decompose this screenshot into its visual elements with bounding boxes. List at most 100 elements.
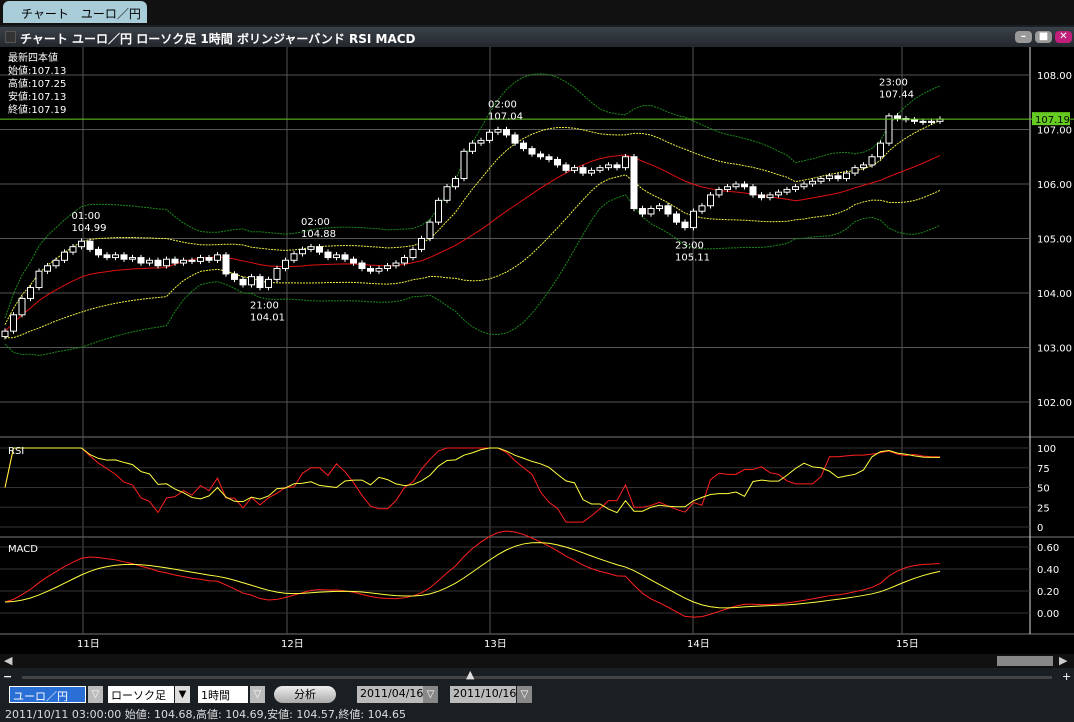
- pair-select[interactable]: ユーロ／円: [9, 686, 86, 703]
- zoom-out-icon[interactable]: −: [3, 670, 13, 683]
- candle-body: [443, 186, 451, 201]
- macd-tick-label: 0.40: [1037, 565, 1059, 576]
- candle-body: [367, 267, 374, 272]
- pair-dropdown-icon[interactable]: ▽: [88, 686, 103, 703]
- rsi-tick-label: 50: [1037, 484, 1050, 495]
- rsi-slow-line: [4, 447, 941, 514]
- price-tick-label: 103.00: [1037, 344, 1072, 355]
- candle-body: [928, 120, 935, 123]
- to-date-dropdown-icon[interactable]: ▽: [517, 686, 532, 703]
- horizontal-scrollbar[interactable]: ◀ ▶: [0, 654, 1074, 668]
- ohlc-low: 安値:107.13: [8, 90, 66, 103]
- candle-body: [630, 156, 638, 210]
- candle-body: [146, 259, 153, 264]
- candle-body: [486, 131, 493, 141]
- current-price-label: 107.19: [1035, 115, 1070, 126]
- annotation-price: 107.04: [488, 111, 523, 122]
- from-date-select[interactable]: 2011/04/16: [357, 686, 423, 703]
- bb-lower-1-line: [5, 174, 941, 339]
- tab-bar: チャート ユーロ／円: [0, 0, 1074, 25]
- candle-body: [528, 148, 536, 155]
- scrollbar-thumb[interactable]: [997, 656, 1053, 666]
- scroll-right-icon[interactable]: ▶: [1059, 654, 1068, 667]
- zoom-slider[interactable]: − ▲ +: [0, 668, 1074, 684]
- price-tick-label: 104.00: [1037, 289, 1072, 300]
- chart-background: [0, 47, 1074, 654]
- annotation-price: 107.44: [879, 90, 914, 101]
- candle-body: [435, 199, 442, 223]
- ohlc-high: 高値:107.25: [8, 77, 66, 90]
- candle-body: [877, 142, 884, 158]
- candle-body: [61, 251, 68, 261]
- x-tick-label: 11日: [77, 639, 100, 650]
- price-tick-label: 106.00: [1037, 180, 1072, 191]
- candle-body: [894, 115, 901, 120]
- analyze-button[interactable]: 分析: [274, 686, 336, 703]
- candle-body: [792, 186, 799, 190]
- candle-body: [562, 164, 570, 171]
- slider-handle[interactable]: ▲: [466, 668, 475, 681]
- x-tick-label: 15日: [896, 639, 919, 650]
- candle-body: [341, 254, 349, 260]
- annotation-time: 23:00: [675, 241, 704, 252]
- candle-body: [460, 150, 468, 180]
- candle-body: [885, 115, 893, 144]
- candle-body: [571, 167, 578, 171]
- rsi-tick-label: 100: [1037, 444, 1056, 455]
- slider-track: [22, 676, 1052, 679]
- maximize-icon[interactable]: ■: [1035, 31, 1052, 43]
- annotation-time: 01:00: [72, 211, 101, 222]
- chart-type-dropdown-icon[interactable]: ▼: [175, 686, 190, 703]
- candle-body: [545, 156, 553, 160]
- candle-body: [120, 254, 128, 260]
- candle-body: [911, 119, 918, 122]
- candle-body: [724, 186, 731, 190]
- candle-body: [248, 276, 255, 286]
- candle-body: [834, 175, 842, 180]
- interval-select[interactable]: 1時間: [198, 686, 248, 703]
- minimize-icon[interactable]: –: [1015, 31, 1032, 43]
- interval-dropdown-icon[interactable]: ▽: [250, 686, 265, 703]
- rsi-tick-label: 25: [1037, 503, 1050, 514]
- candle-body: [375, 267, 383, 272]
- to-date-select[interactable]: 2011/10/16: [450, 686, 516, 703]
- candle-body: [154, 259, 162, 267]
- bb-lower-2-line: [4, 194, 941, 356]
- candle-body: [452, 178, 459, 188]
- candle-body: [749, 186, 757, 196]
- macd-line: [4, 530, 941, 618]
- candle-body: [469, 142, 476, 152]
- x-tick-label: 12日: [281, 639, 304, 650]
- candle-body: [758, 194, 765, 199]
- candle-body: [10, 314, 17, 332]
- chart-area[interactable]: 11日 12日 13日 14日 15日 108.00 107.00 106.00 105.00 1…: [0, 47, 1074, 654]
- candle-body: [282, 259, 289, 269]
- window-checkbox[interactable]: [5, 31, 16, 43]
- candle-body: [78, 240, 85, 248]
- candle-body: [358, 262, 366, 269]
- annotation-time: 21:00: [250, 300, 279, 311]
- candle-body: [171, 258, 179, 264]
- from-date-dropdown-icon[interactable]: ▽: [423, 686, 438, 703]
- chart-type-select[interactable]: ローソク足: [108, 686, 174, 703]
- window-title: チャート ユーロ／円 ローソク足 1時間 ボリンジャーバンド RSI MACD: [20, 32, 416, 46]
- annotation-time: 02:00: [488, 99, 517, 110]
- annotation-price: 104.01: [250, 312, 285, 323]
- annotation-price: 104.88: [301, 229, 336, 240]
- candle-body: [579, 167, 587, 174]
- ohlc-heading: 最新四本値: [8, 51, 58, 64]
- candle-body: [418, 238, 425, 250]
- scroll-left-icon[interactable]: ◀: [4, 654, 13, 667]
- candle-body: [95, 248, 102, 256]
- tab-chart-eurjpy[interactable]: チャート ユーロ／円: [3, 1, 147, 23]
- price-tick-label: 107.00: [1037, 126, 1072, 137]
- candle-body: [1, 330, 9, 338]
- candle-body: [265, 278, 272, 289]
- close-icon[interactable]: ✕: [1055, 31, 1072, 43]
- candle-body: [231, 273, 238, 280]
- candle-body: [324, 251, 332, 259]
- annotation-time: 02:00: [301, 217, 330, 228]
- ohlc-open: 始値:107.13: [8, 64, 66, 77]
- candle-body: [800, 183, 808, 188]
- zoom-in-icon[interactable]: +: [1062, 670, 1072, 683]
